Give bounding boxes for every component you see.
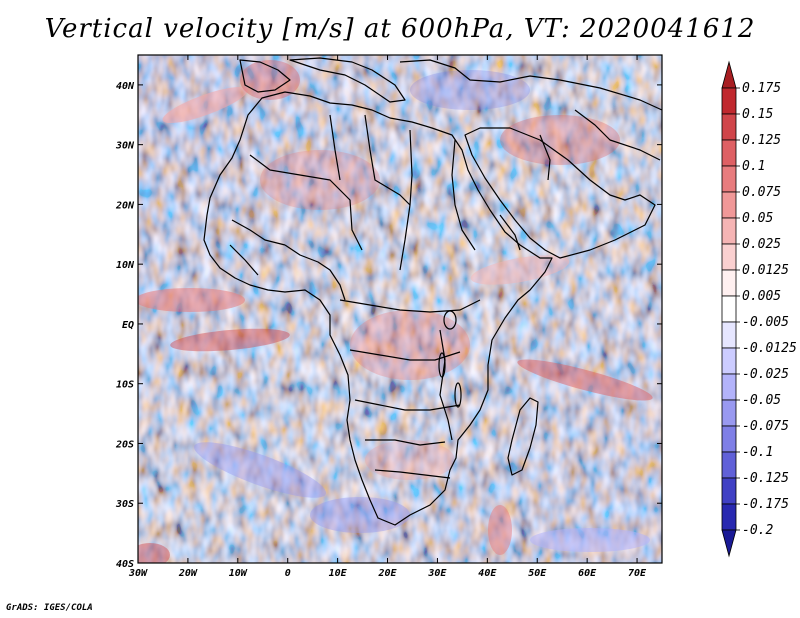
lon-tick-label: 0 (285, 568, 291, 579)
lon-tick-label: 30W (128, 568, 148, 579)
colorbar-label: 0.025 (742, 237, 781, 252)
map-title: Vertical velocity [m/s] at 600hPa, VT: 2… (44, 14, 756, 44)
colorbar-swatch (721, 425, 737, 453)
colorbar-label: 0.0125 (742, 263, 789, 278)
colorbar-label: -0.125 (742, 471, 789, 486)
colorbar-swatch (721, 60, 737, 89)
lon-tick-label: 10W (229, 568, 248, 579)
colorbar-swatch (721, 269, 737, 297)
colorbar-swatch (721, 347, 737, 375)
colorbar-swatch (721, 321, 737, 349)
lon-tick-label: 30E (427, 568, 447, 579)
colorbar-swatch (721, 503, 737, 531)
lon-tick-label: 40E (478, 568, 497, 579)
lat-tick-label: 10S (116, 380, 134, 391)
colorbar-label: -0.005 (742, 315, 789, 330)
lon-tick-label: 70E (628, 568, 647, 579)
colorbar-swatch (721, 295, 737, 323)
colorbar-label: 0.005 (742, 289, 781, 304)
colorbar-swatch (721, 139, 737, 167)
map-frame (137, 54, 663, 564)
velocity-field (138, 55, 662, 563)
colorbar-swatch (721, 113, 737, 141)
lon-tick-label: 10E (329, 568, 348, 579)
lat-tick-label: 30N (115, 141, 135, 152)
software-credit: GrADS: IGES/COLA (6, 603, 93, 613)
lat-tick-label: 20N (115, 200, 135, 211)
colorbar-label: 0.125 (742, 133, 781, 148)
lon-tick-label: 20W (178, 568, 198, 579)
colorbar-label: -0.2 (742, 523, 773, 538)
colorbar-label: 0.075 (742, 185, 781, 200)
colorbar-swatch (721, 243, 737, 271)
colorbar-label: -0.025 (742, 367, 789, 382)
colorbar-label: 0.175 (742, 81, 781, 96)
colorbar-label: -0.1 (742, 445, 773, 460)
colorbar-label: -0.0125 (742, 341, 797, 356)
colorbar-label: 0.05 (742, 211, 773, 226)
lat-tick-label: 40N (116, 81, 135, 92)
latitude-axis: 40N 30N 20N 10N EQ 10S 20S 30S 40S (115, 81, 662, 570)
lon-tick-label: 20E (377, 568, 397, 579)
colorbar-label: -0.075 (742, 419, 789, 434)
colorbar: 0.175 0.15 0.125 0.1 0.075 0.05 0.025 0.0125 0.0… (721, 60, 797, 558)
lat-tick-label: 20S (115, 439, 134, 450)
lon-tick-label: 60E (578, 568, 597, 579)
colorbar-swatch (721, 165, 737, 193)
colorbar-label: -0.05 (742, 393, 781, 408)
colorbar-swatch (721, 217, 737, 245)
colorbar-swatch (721, 451, 737, 479)
colorbar-swatch (721, 399, 737, 427)
lat-tick-label: 30S (115, 499, 134, 510)
colorbar-swatch (721, 87, 737, 115)
colorbar-swatch (721, 529, 737, 558)
colorbar-label: 0.1 (742, 159, 765, 174)
lon-tick-label: 50E (528, 568, 547, 579)
lat-tick-label: 10N (116, 260, 135, 271)
lat-tick-label: 40S (116, 559, 134, 570)
lat-tick-label: EQ (122, 320, 134, 331)
colorbar-swatch (721, 373, 737, 401)
colorbar-swatch (721, 477, 737, 505)
coastlines (203, 57, 662, 526)
colorbar-swatch (721, 191, 737, 219)
colorbar-label: -0.175 (742, 497, 789, 512)
longitude-axis: 30W 20W 10W 0 10E 20E 30E 40E 50E 60E 70E (128, 55, 647, 579)
colorbar-label: 0.15 (742, 107, 773, 122)
